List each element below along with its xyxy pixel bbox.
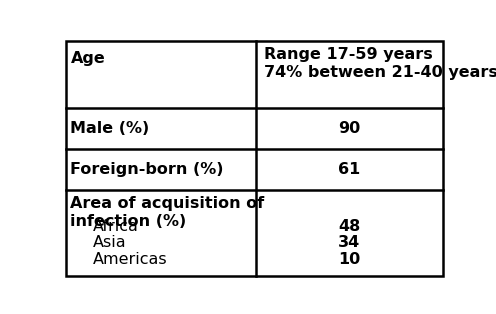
Text: 10: 10	[338, 252, 361, 267]
Text: 90: 90	[338, 121, 361, 136]
Text: Range 17-59 years
74% between 21-40 years: Range 17-59 years 74% between 21-40 year…	[264, 47, 496, 80]
Text: 34: 34	[338, 235, 361, 250]
Text: Foreign-born (%): Foreign-born (%)	[70, 162, 224, 177]
Text: Age: Age	[70, 51, 105, 66]
Text: Area of acquisition of
infection (%): Area of acquisition of infection (%)	[70, 196, 265, 229]
Text: Asia: Asia	[93, 235, 126, 250]
Text: Americas: Americas	[93, 252, 167, 267]
Text: Male (%): Male (%)	[70, 121, 150, 136]
Text: 61: 61	[338, 162, 361, 177]
Text: 48: 48	[338, 219, 361, 234]
Text: Africa: Africa	[93, 219, 138, 234]
